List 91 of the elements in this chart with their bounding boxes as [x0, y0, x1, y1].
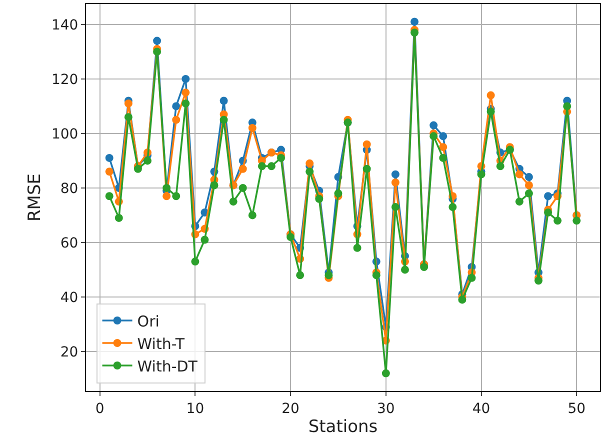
legend-label: With-DT — [137, 357, 198, 376]
point — [172, 102, 180, 110]
point — [238, 164, 247, 173]
point — [524, 181, 533, 190]
point — [468, 274, 476, 282]
y-tick-label: 80 — [60, 180, 78, 197]
point — [200, 236, 209, 244]
point — [486, 108, 495, 116]
point — [439, 143, 448, 152]
point — [400, 266, 409, 274]
point — [544, 208, 552, 216]
point — [238, 184, 247, 192]
point — [353, 244, 362, 252]
point — [572, 216, 581, 225]
y-tick-label: 20 — [60, 344, 78, 360]
point — [515, 170, 524, 178]
point — [105, 192, 114, 200]
point — [496, 162, 504, 170]
y-axis-title: RMSE — [25, 173, 46, 222]
point — [334, 189, 342, 198]
x-tick-label: 50 — [568, 400, 586, 417]
point — [248, 124, 256, 132]
point — [391, 203, 400, 212]
point — [362, 140, 371, 148]
point — [486, 91, 495, 100]
x-tick-label: 20 — [282, 400, 300, 417]
point — [114, 214, 123, 222]
point — [162, 184, 171, 192]
point — [524, 189, 533, 198]
point — [410, 18, 419, 26]
point — [382, 369, 390, 378]
point — [554, 216, 562, 225]
point — [258, 162, 266, 170]
point — [306, 168, 314, 176]
point — [134, 164, 142, 173]
point — [220, 96, 228, 105]
point — [515, 198, 524, 206]
point — [153, 36, 162, 45]
point — [105, 168, 114, 176]
y-tick-label: 120 — [51, 72, 78, 88]
point — [210, 181, 218, 190]
point — [124, 99, 132, 108]
point — [534, 276, 542, 285]
point — [458, 296, 466, 304]
point — [172, 192, 180, 200]
point — [296, 271, 304, 280]
point — [448, 203, 457, 212]
point — [372, 271, 380, 280]
legend-label: Ori — [137, 312, 160, 330]
point — [430, 132, 438, 140]
x-tick-label: 0 — [95, 400, 104, 417]
point — [563, 102, 572, 110]
x-tick-label: 40 — [472, 400, 490, 417]
point — [182, 99, 190, 108]
y-tick-label: 40 — [60, 290, 78, 306]
point — [430, 121, 438, 130]
x-tick-label: 30 — [376, 400, 395, 417]
y-tick-label: 60 — [60, 235, 78, 252]
point — [162, 192, 171, 200]
point — [324, 271, 333, 280]
point — [220, 116, 228, 124]
point — [477, 170, 486, 178]
point — [182, 74, 190, 83]
point — [544, 192, 552, 200]
point — [524, 173, 533, 182]
point — [286, 233, 295, 242]
point — [306, 159, 314, 168]
x-axis-title: Stations — [308, 417, 378, 437]
point — [410, 28, 419, 37]
x-tick-label: 10 — [186, 400, 204, 417]
point — [267, 162, 276, 170]
y-tick-label: 140 — [51, 17, 78, 34]
point — [391, 178, 400, 187]
point — [105, 154, 114, 162]
point — [391, 170, 400, 178]
point — [248, 211, 256, 220]
point — [439, 132, 448, 140]
point — [144, 156, 152, 165]
y-tick-label: 100 — [51, 126, 78, 142]
point — [439, 154, 448, 162]
point — [182, 88, 190, 97]
point — [362, 164, 371, 173]
point — [124, 113, 132, 122]
point — [420, 263, 428, 271]
point — [153, 48, 162, 56]
point — [191, 258, 200, 266]
point — [315, 194, 324, 203]
point — [172, 116, 180, 124]
point — [277, 154, 286, 162]
point — [229, 198, 238, 206]
legend-label: With-T — [137, 334, 186, 353]
